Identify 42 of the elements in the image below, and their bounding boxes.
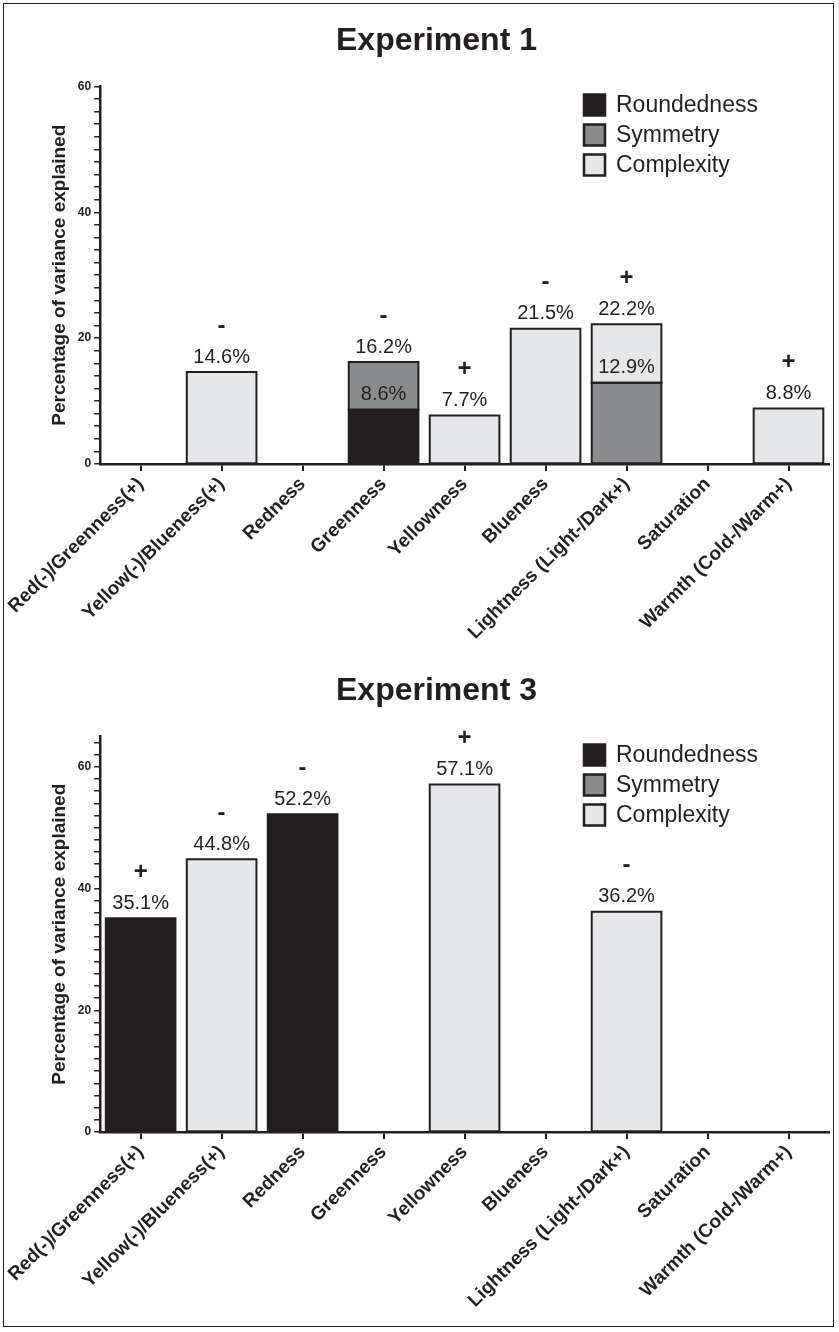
annotation: + <box>781 347 796 375</box>
annotation: - <box>298 752 307 780</box>
total-label: 22.2% <box>598 296 656 319</box>
annotation: + <box>619 262 634 290</box>
annotation: - <box>622 850 631 878</box>
y-axis-title: Percentage of variance explained <box>47 783 69 1085</box>
legend-label: Symmetry <box>616 120 720 147</box>
total-label: 21.5% <box>517 301 575 324</box>
annotation: - <box>217 310 226 338</box>
legend-label: Roundedness <box>616 740 758 767</box>
total-label: 16.2% <box>355 334 413 357</box>
data-label: 8.6% <box>360 382 407 405</box>
total-label: 14.6% <box>193 344 251 367</box>
y-tick-label: 60 <box>77 78 92 93</box>
y-axis-title: Percentage of variance explained <box>47 124 69 426</box>
chart-title: Experiment 3 <box>336 671 537 708</box>
legend-label: Roundedness <box>616 90 758 117</box>
y-tick-label: 0 <box>84 1124 92 1139</box>
y-tick-label: 40 <box>77 880 92 895</box>
legend-label: Symmetry <box>616 770 720 797</box>
legend-label: Complexity <box>616 800 731 827</box>
annotation: + <box>457 723 472 751</box>
y-tick-label: 60 <box>77 759 92 774</box>
y-tick-label: 0 <box>84 456 92 471</box>
annotation: - <box>541 267 550 295</box>
annotation: + <box>133 857 148 884</box>
total-label: 8.8% <box>765 381 812 404</box>
annotation: - <box>379 300 388 328</box>
total-label: 36.2% <box>598 884 656 907</box>
data-label: 12.9% <box>598 355 656 378</box>
y-tick-label: 40 <box>77 204 92 219</box>
total-label: 35.1% <box>112 890 170 913</box>
legend-label: Complexity <box>616 150 731 177</box>
y-tick-label: 20 <box>77 1002 92 1017</box>
annotation: + <box>457 354 472 382</box>
annotation: - <box>217 797 226 825</box>
total-label: 57.1% <box>436 757 494 779</box>
total-label: 52.2% <box>274 786 332 809</box>
chart-title: Experiment 1 <box>336 21 537 58</box>
y-tick-label: 20 <box>77 330 92 345</box>
total-label: 7.7% <box>441 388 488 411</box>
total-label: 44.8% <box>193 831 251 854</box>
